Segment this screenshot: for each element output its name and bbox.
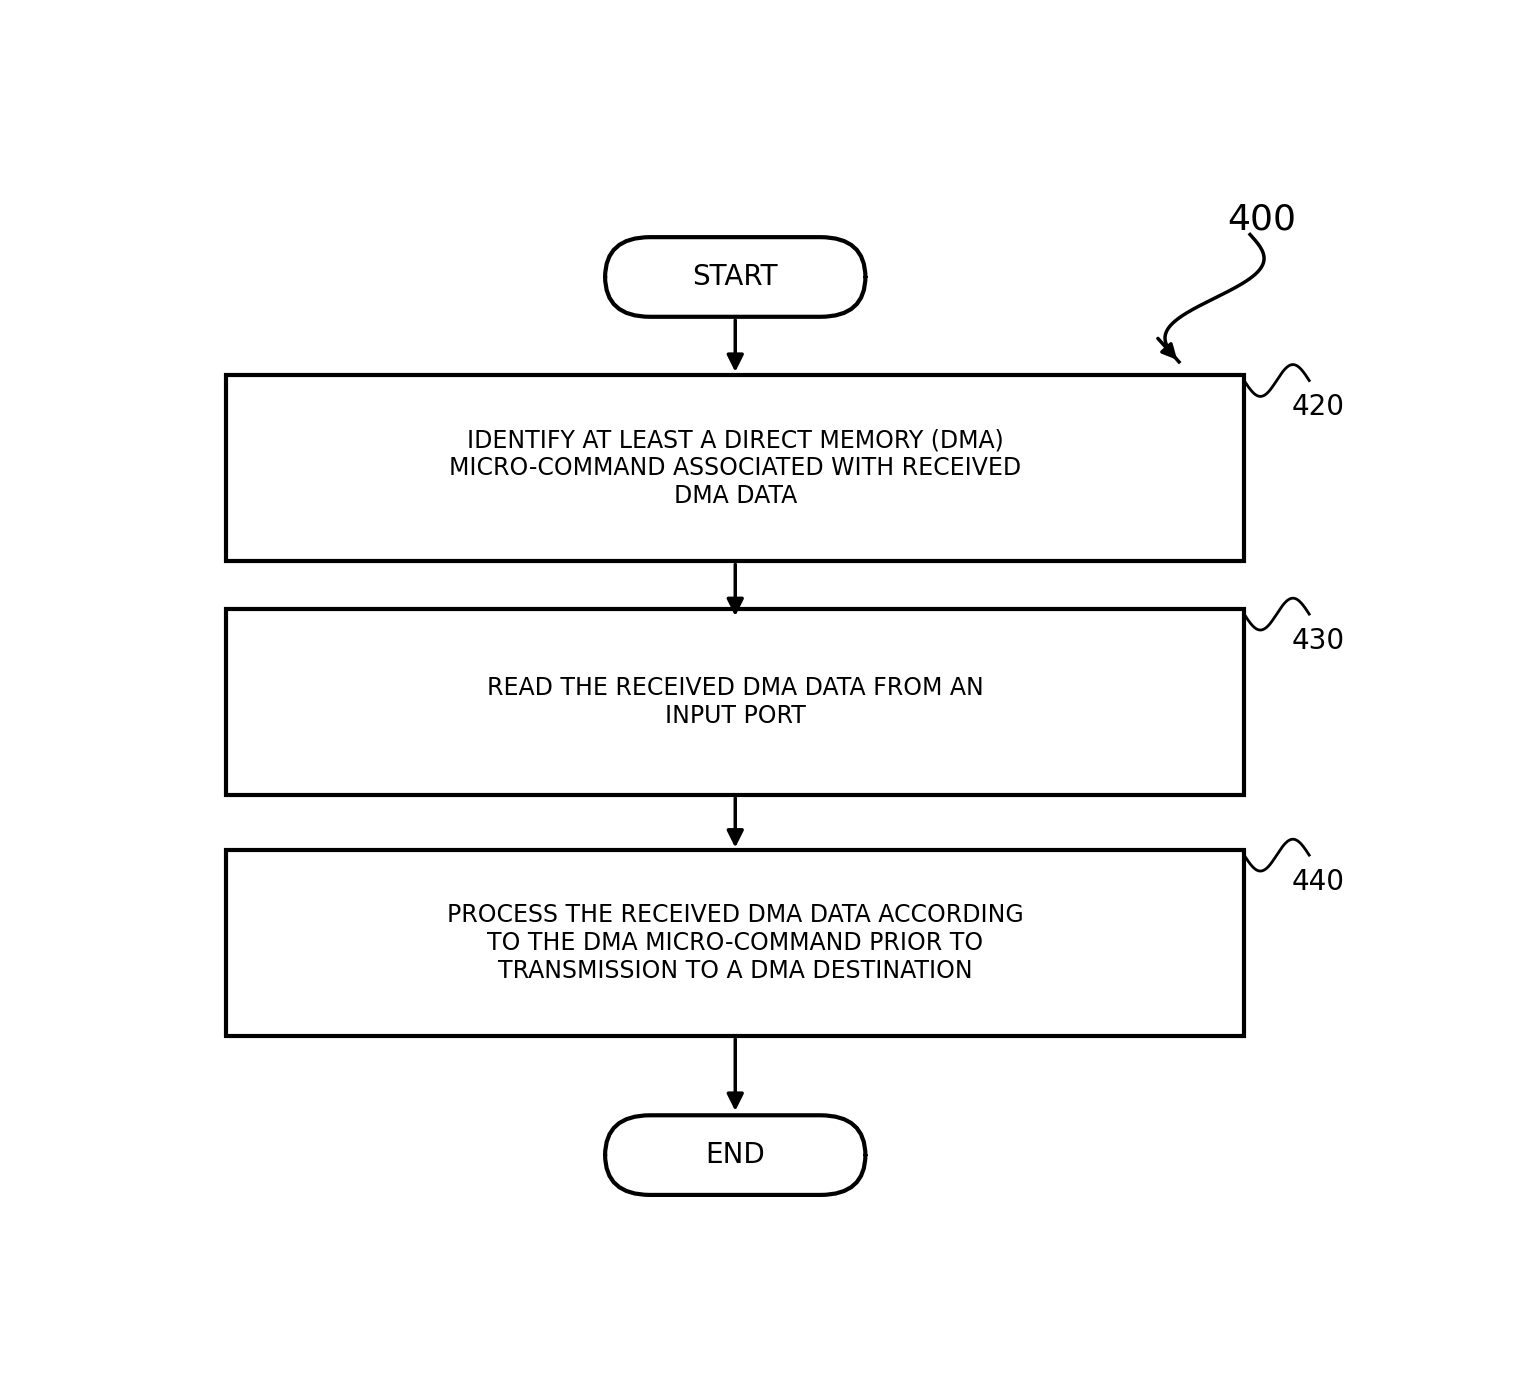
Text: 400: 400	[1228, 203, 1296, 237]
Text: IDENTIFY AT LEAST A DIRECT MEMORY (DMA)
MICRO-COMMAND ASSOCIATED WITH RECEIVED
D: IDENTIFY AT LEAST A DIRECT MEMORY (DMA) …	[449, 429, 1022, 507]
FancyBboxPatch shape	[605, 237, 866, 317]
Text: 430: 430	[1292, 626, 1345, 655]
Text: 420: 420	[1292, 393, 1344, 421]
Text: READ THE RECEIVED DMA DATA FROM AN
INPUT PORT: READ THE RECEIVED DMA DATA FROM AN INPUT…	[487, 676, 983, 728]
FancyBboxPatch shape	[605, 1116, 866, 1196]
Text: PROCESS THE RECEIVED DMA DATA ACCORDING
TO THE DMA MICRO-COMMAND PRIOR TO
TRANSM: PROCESS THE RECEIVED DMA DATA ACCORDING …	[447, 903, 1023, 983]
Bar	[226, 608, 1245, 794]
Bar	[226, 375, 1245, 561]
Bar	[226, 849, 1245, 1036]
Text: START: START	[693, 263, 777, 291]
Text: END: END	[705, 1140, 765, 1169]
Text: 440: 440	[1292, 867, 1344, 896]
